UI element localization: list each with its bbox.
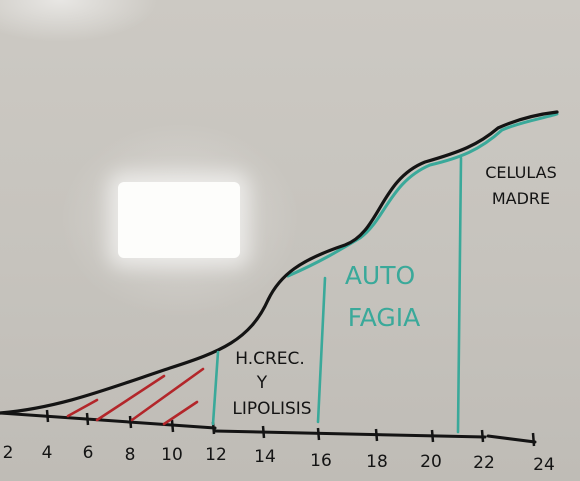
time-axis-right bbox=[213, 429, 487, 439]
hatch-stroke bbox=[162, 400, 199, 426]
fasting-curve bbox=[0, 110, 559, 415]
tick-mark bbox=[85, 412, 90, 426]
tick-label: 12 bbox=[205, 445, 227, 465]
hatch-stroke bbox=[130, 367, 205, 422]
tick-mark bbox=[430, 429, 435, 443]
zone-divider-16h bbox=[316, 276, 327, 424]
tick-label: 8 bbox=[125, 445, 136, 465]
tick-mark bbox=[170, 419, 175, 433]
tick-label: 16 bbox=[310, 451, 332, 471]
tick-mark bbox=[480, 429, 485, 443]
tick-mark bbox=[45, 409, 50, 423]
autophagy-label-line2: FAGIA bbox=[348, 303, 421, 332]
tick-label: 18 bbox=[366, 452, 388, 472]
tick-mark bbox=[316, 427, 321, 441]
zone-label-stem-cells: CELULAS MADRE bbox=[485, 163, 557, 208]
curve-highlight bbox=[286, 112, 559, 278]
zone-divider-12h bbox=[211, 350, 220, 426]
zone-label-growth: H.CREC. Y LIPOLISIS bbox=[232, 349, 311, 419]
zone-divider-21h bbox=[456, 156, 463, 434]
tick-mark bbox=[531, 432, 536, 447]
tick-mark bbox=[128, 415, 133, 429]
tick-label: 6 bbox=[83, 443, 94, 463]
axis-ticks bbox=[45, 409, 536, 447]
hatch-stroke bbox=[95, 374, 166, 422]
growth-label-line1: H.CREC. bbox=[235, 349, 305, 369]
tick-label: 24 bbox=[533, 455, 555, 475]
tick-label: 4 bbox=[42, 443, 53, 463]
time-axis-end bbox=[486, 434, 537, 444]
tick-label: 2 bbox=[3, 443, 14, 463]
hatch-stroke bbox=[66, 398, 99, 418]
autophagy-label-line1: AUTO bbox=[345, 261, 415, 290]
tick-label: 10 bbox=[161, 445, 183, 465]
zone-label-autophagy: AUTO FAGIA bbox=[345, 261, 420, 332]
stem-cells-label-line1: CELULAS bbox=[485, 163, 557, 182]
tick-label: 20 bbox=[420, 452, 442, 472]
tick-mark bbox=[261, 425, 266, 439]
time-axis-left bbox=[0, 411, 217, 430]
tick-label: 22 bbox=[473, 453, 495, 473]
growth-label-line2: Y bbox=[256, 373, 268, 393]
growth-label-line3: LIPOLISIS bbox=[232, 399, 311, 419]
stem-cells-label-line2: MADRE bbox=[492, 189, 550, 208]
tick-mark bbox=[374, 428, 379, 442]
hatching bbox=[66, 367, 205, 426]
tick-label: 14 bbox=[254, 447, 276, 467]
light-glare bbox=[118, 182, 240, 258]
